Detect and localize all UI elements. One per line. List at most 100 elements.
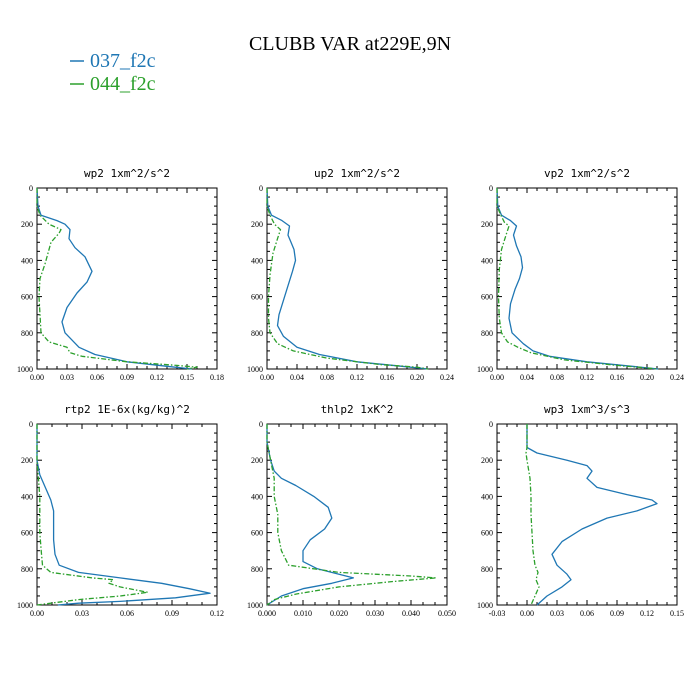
x-tick-label: 0.15 bbox=[670, 609, 684, 618]
y-tick-label: 200 bbox=[481, 456, 493, 465]
x-tick-label: 0.09 bbox=[165, 609, 179, 618]
series-line-044_f2c bbox=[36, 424, 149, 606]
x-tick-label: 0.08 bbox=[320, 373, 334, 382]
x-tick-label: 0.040 bbox=[402, 609, 420, 618]
y-tick-label: 200 bbox=[21, 456, 33, 465]
x-tick-label: 0.09 bbox=[120, 373, 134, 382]
series-line-044_f2c bbox=[266, 188, 429, 370]
panel-title: wp3 1xm^3/s^3 bbox=[544, 403, 630, 416]
x-tick-label: 0.00 bbox=[520, 609, 534, 618]
panel-title: wp2 1xm^2/s^2 bbox=[84, 167, 170, 180]
legend-label-044: 044_f2c bbox=[90, 73, 156, 95]
y-tick-label: 600 bbox=[21, 529, 33, 538]
panel-title: vp2 1xm^2/s^2 bbox=[544, 167, 630, 180]
y-tick-label: 600 bbox=[21, 293, 33, 302]
y-tick-label: 0 bbox=[259, 184, 263, 193]
x-tick-label: 0.00 bbox=[30, 609, 44, 618]
y-tick-label: 600 bbox=[481, 293, 493, 302]
x-tick-label: 0.24 bbox=[440, 373, 454, 382]
y-tick-label: 1000 bbox=[17, 365, 33, 374]
x-tick-label: 0.15 bbox=[180, 373, 194, 382]
series-line-037_f2c bbox=[496, 187, 659, 370]
series-line-037_f2c bbox=[266, 187, 429, 370]
x-tick-label: 0.04 bbox=[290, 373, 304, 382]
x-tick-label: 0.00 bbox=[490, 373, 504, 382]
plot-frame bbox=[266, 187, 448, 370]
y-tick-label: 400 bbox=[21, 492, 33, 501]
series-line-037_f2c bbox=[36, 187, 193, 370]
plot-frame bbox=[36, 423, 218, 606]
x-tick-label: 0.04 bbox=[520, 373, 534, 382]
x-tick-label: 0.000 bbox=[258, 609, 276, 618]
y-tick-label: 800 bbox=[21, 329, 33, 338]
y-tick-label: 0 bbox=[29, 420, 33, 429]
y-tick-label: 600 bbox=[481, 529, 493, 538]
x-tick-label: 0.030 bbox=[366, 609, 384, 618]
y-tick-label: 1000 bbox=[477, 365, 493, 374]
x-tick-label: 0.06 bbox=[580, 609, 594, 618]
y-tick-label: 800 bbox=[251, 329, 263, 338]
series-line-044_f2c bbox=[496, 188, 659, 370]
panel-title: thlp2 1xK^2 bbox=[321, 403, 394, 416]
y-tick-label: 200 bbox=[251, 220, 263, 229]
figure-title: CLUBB VAR at229E,9N bbox=[249, 33, 451, 55]
x-tick-label: 0.010 bbox=[294, 609, 312, 618]
series-line-037_f2c bbox=[266, 424, 355, 606]
x-tick-label: 0.00 bbox=[30, 373, 44, 382]
x-tick-label: 0.03 bbox=[550, 609, 564, 618]
x-tick-label: 0.12 bbox=[350, 373, 364, 382]
y-tick-label: 400 bbox=[251, 256, 263, 265]
y-tick-label: 200 bbox=[481, 220, 493, 229]
y-tick-label: 800 bbox=[481, 329, 493, 338]
y-tick-label: 0 bbox=[29, 184, 33, 193]
x-tick-label: 0.06 bbox=[120, 609, 134, 618]
plot-frame bbox=[266, 423, 448, 606]
x-tick-label: 0.12 bbox=[150, 373, 164, 382]
x-tick-label: 0.06 bbox=[90, 373, 104, 382]
x-tick-label: 0.18 bbox=[210, 373, 224, 382]
x-tick-label: -0.03 bbox=[489, 609, 506, 618]
panel-title: up2 1xm^2/s^2 bbox=[314, 167, 400, 180]
x-tick-label: 0.09 bbox=[610, 609, 624, 618]
panel-3: rtp2 1E-6x(kg/kg)^2 0 200 400 600 800 10000.00… bbox=[17, 403, 224, 618]
y-tick-label: 0 bbox=[259, 420, 263, 429]
y-tick-label: 0 bbox=[489, 184, 493, 193]
y-tick-label: 1000 bbox=[17, 601, 33, 610]
series-line-044_f2c bbox=[36, 188, 198, 370]
plot-frame bbox=[496, 423, 678, 606]
y-tick-label: 400 bbox=[21, 256, 33, 265]
plot-frame bbox=[36, 187, 218, 370]
legend-label-037: 037_f2c bbox=[90, 50, 156, 72]
x-tick-label: 0.20 bbox=[410, 373, 424, 382]
y-tick-label: 600 bbox=[251, 529, 263, 538]
x-tick-label: 0.24 bbox=[670, 373, 684, 382]
y-tick-label: 600 bbox=[251, 293, 263, 302]
panel-title: rtp2 1E-6x(kg/kg)^2 bbox=[64, 403, 190, 416]
plot-frame bbox=[496, 187, 678, 370]
x-tick-label: 0.12 bbox=[210, 609, 224, 618]
series-line-037_f2c bbox=[36, 424, 211, 606]
panel-5: wp3 1xm^3/s^3 0 200 400 600 800 1000-0.03 0.00 0… bbox=[477, 403, 684, 618]
x-tick-label: 0.20 bbox=[640, 373, 654, 382]
y-tick-label: 1000 bbox=[247, 365, 263, 374]
y-tick-label: 200 bbox=[21, 220, 33, 229]
x-tick-label: 0.050 bbox=[438, 609, 456, 618]
x-tick-label: 0.03 bbox=[75, 609, 89, 618]
y-tick-label: 0 bbox=[489, 420, 493, 429]
series-line-044_f2c bbox=[266, 424, 437, 606]
legend: 037_f2c 044_f2c bbox=[70, 50, 156, 95]
y-tick-label: 800 bbox=[21, 565, 33, 574]
x-tick-label: 0.00 bbox=[260, 373, 274, 382]
x-tick-label: 0.16 bbox=[610, 373, 624, 382]
series-line-037_f2c bbox=[526, 424, 658, 606]
x-tick-label: 0.08 bbox=[550, 373, 564, 382]
x-tick-label: 0.16 bbox=[380, 373, 394, 382]
y-tick-label: 1000 bbox=[477, 601, 493, 610]
y-tick-label: 800 bbox=[251, 565, 263, 574]
y-tick-label: 400 bbox=[481, 492, 493, 501]
